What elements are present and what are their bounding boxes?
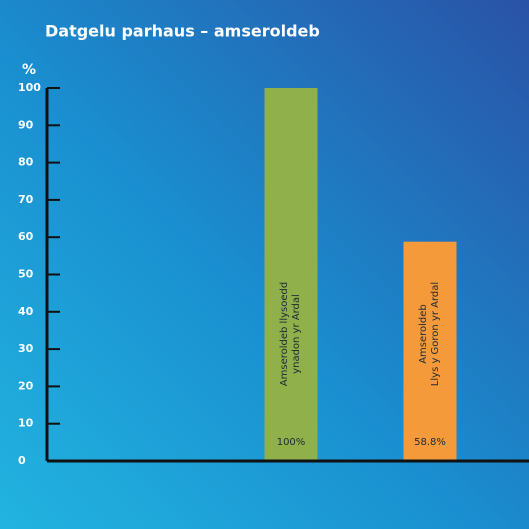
bar [264, 88, 318, 461]
y-tick-label: 90 [18, 118, 34, 131]
y-tick-label: 40 [18, 305, 34, 318]
y-tick-label: 30 [18, 342, 34, 355]
y-tick-label: 0 [18, 454, 26, 467]
y-tick-label: 80 [18, 156, 34, 169]
y-tick-label: 70 [18, 193, 34, 206]
category-label: Amseroldeb Llys y Goron yr Ardal [418, 281, 441, 387]
y-tick-label: 60 [18, 230, 34, 243]
value-label: 58.8% [414, 437, 446, 448]
category-label: Amseroldeb llysoedd ynadon yr Ardal [279, 281, 302, 387]
chart-title: Datgelu parhaus – amseroldeb [45, 22, 320, 41]
bar [403, 241, 457, 461]
y-tick-label: 10 [18, 417, 34, 430]
value-label: 100% [277, 437, 306, 448]
y-tick-label: 50 [18, 268, 34, 281]
y-tick-label: 100 [18, 81, 41, 94]
y-tick-label: 20 [18, 379, 34, 392]
y-axis-label: % [22, 62, 36, 78]
